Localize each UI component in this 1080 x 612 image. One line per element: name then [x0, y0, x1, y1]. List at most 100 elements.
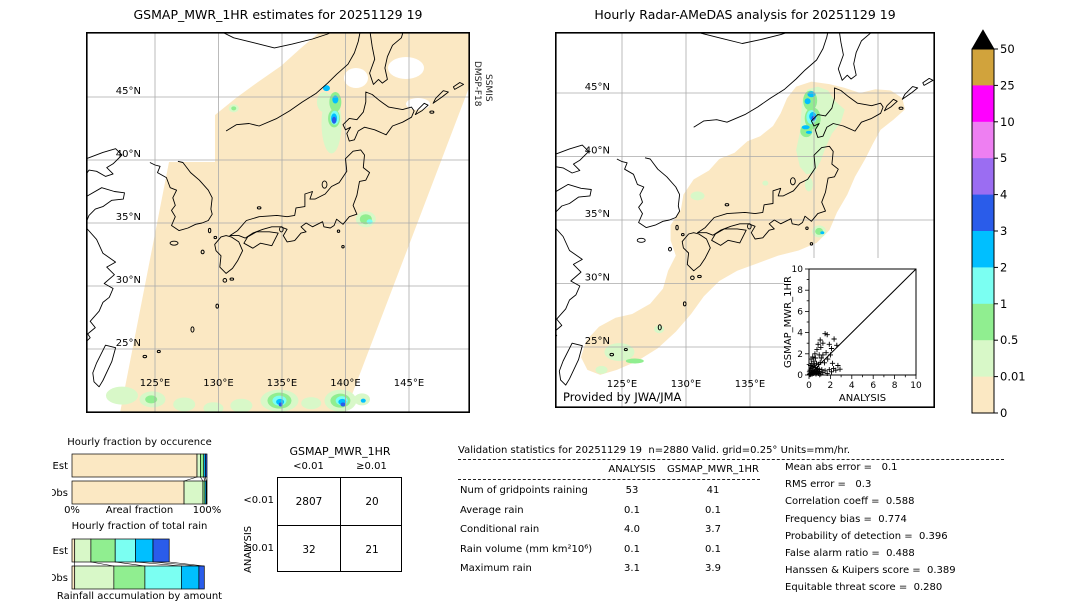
right-map: 00224466881010ANALYSISGSMAP_MWR_1HR45°N4…: [555, 32, 935, 408]
score-line: Mean abs error = 0.1: [785, 462, 898, 473]
x-tick-label: 0%: [64, 505, 80, 516]
graticule-labels: 45°N 40°N 35°N 30°N 25°N 125°E 130°E 135°E: [585, 82, 765, 390]
chart-title: Hourly fraction by occurence: [67, 437, 211, 448]
colorbar-tick-label: 0.01: [1000, 370, 1026, 384]
row-label: Est: [53, 461, 69, 472]
satellite-swath: [120, 32, 470, 413]
row-label: Obs: [52, 573, 68, 584]
scatter-x-tick: 0: [806, 381, 812, 391]
no-data-gaps: [344, 57, 430, 110]
colorbar-tick-label: 0: [1000, 406, 1007, 420]
contingency-col-label: ≥0.01: [356, 461, 387, 472]
score-line: RMS error = 0.3: [785, 479, 872, 491]
stat-gsmap-value: 0.1: [705, 543, 721, 555]
contingency-cell: 2807: [295, 495, 323, 508]
lat-label: 45°N: [585, 82, 610, 93]
lat-label: 35°N: [116, 212, 141, 223]
scatter-y-tick: 8: [797, 286, 803, 296]
contingency-row-label: <0.01: [243, 495, 274, 506]
scatter-y-tick: 10: [792, 265, 804, 275]
colorbar-tick-label: 10: [1000, 115, 1015, 129]
colorbar-tick-label: 50: [1000, 42, 1015, 56]
scatter-y-label: GSMAP_MWR_1HR: [783, 276, 794, 368]
map-frame: [555, 32, 935, 408]
lon-label: 145°E: [394, 378, 424, 389]
score-line: Frequency bias = 0.774: [785, 513, 907, 525]
scatter-x-tick: 4: [849, 381, 855, 391]
fraction-charts: Hourly fraction by occurence Est Obs 0% Area…: [52, 437, 222, 602]
stat-analysis-value: 53: [625, 485, 639, 496]
stat-analysis-value: 0.1: [624, 543, 640, 555]
score-line: Equitable threat score = 0.280: [785, 582, 943, 594]
lat-label: 30°N: [585, 273, 610, 284]
validation-col-header: GSMAP_MWR_1HR: [667, 464, 759, 475]
colorbar-tick-label: 1: [1000, 297, 1007, 311]
contingency-cell: 20: [365, 495, 379, 508]
contingency-cell: 32: [302, 543, 316, 556]
scatter-y-tick: 0: [797, 371, 803, 381]
stat-row-label: Num of gridpoints raining: [460, 485, 588, 496]
divider: [458, 479, 760, 480]
stat-row-label: Rain volume (mm km²10⁶): [460, 543, 593, 555]
scatter-x-tick: 10: [910, 381, 922, 391]
colorbar-tick-label: 0.5: [1000, 333, 1018, 347]
lat-label: 25°N: [116, 338, 141, 349]
radar-coverage: [581, 81, 905, 375]
lon-label: 125°E: [140, 378, 170, 389]
colorbar-tick-label: 4: [1000, 188, 1007, 202]
table-divider: [340, 478, 341, 571]
stat-gsmap-value: 41: [706, 485, 720, 496]
score-line: False alarm ratio = 0.488: [785, 548, 915, 559]
satellite-platform-label: DMSP-F18: [472, 61, 482, 107]
left-map-title: GSMAP_MWR_1HR estimates for 20251129 19: [133, 7, 423, 22]
stat-gsmap-value: 3.9: [705, 563, 721, 574]
lon-label: 130°E: [671, 379, 701, 390]
scatter-inset: 00 2 2 4 4 6 6 8 8 10 10 ANALYSIS GSMAP_MWR_1HR: [783, 258, 935, 408]
coastlines: [86, 32, 465, 388]
lat-label: 40°N: [116, 149, 141, 160]
contingency-col-label: <0.01: [293, 461, 324, 472]
lon-label: 130°E: [203, 378, 233, 389]
rain-cells: [595, 86, 845, 374]
left-map: 45°N 40°N 35°N 30°N 25°N 125°E 130°E 135°E 140°E…: [86, 32, 470, 413]
scatter-x-tick: 2: [828, 381, 834, 391]
scatter-x-tick: 6: [870, 381, 876, 391]
colorbar-tick-label: 5: [1000, 151, 1007, 165]
stat-row-label: Maximum rain: [460, 563, 532, 574]
coastlines: [555, 32, 934, 386]
lon-label: 135°E: [735, 379, 765, 390]
scatter-points: [806, 331, 843, 378]
map-frame: [86, 32, 470, 413]
lon-label: 135°E: [267, 378, 297, 389]
satellite-sensor-label: SSMIS: [483, 74, 493, 102]
stat-row-label: Conditional rain: [460, 524, 540, 535]
stat-gsmap-value: 3.7: [705, 524, 721, 535]
row-label: Obs: [52, 488, 68, 499]
table-divider: [278, 525, 401, 526]
stat-analysis-value: 0.1: [624, 504, 640, 516]
stat-gsmap-value: 0.1: [705, 504, 721, 516]
score-line: Correlation coeff = 0.588: [785, 496, 915, 508]
stat-row-label: Average rain: [460, 504, 524, 516]
contingency-row-label: ≥0.01: [243, 543, 274, 554]
x-axis-label: Areal fraction: [106, 505, 173, 516]
row-label: Est: [53, 546, 69, 557]
score-line: Probability of detection = 0.396: [785, 530, 948, 542]
validation-col-header: ANALYSIS: [608, 464, 656, 475]
divider: [458, 459, 1004, 460]
scatter-y-tick: 4: [797, 329, 803, 339]
lat-label: 25°N: [585, 336, 610, 347]
scatter-x-label: ANALYSIS: [839, 393, 886, 404]
lat-label: 45°N: [116, 86, 141, 97]
scatter-y-tick: 2: [797, 350, 803, 360]
chart-title: Hourly fraction of total rain: [72, 521, 208, 532]
contingency-col-header: GSMAP_MWR_1HR: [289, 445, 391, 458]
stat-analysis-value: 4.0: [624, 524, 640, 535]
contingency-cell: 21: [365, 543, 379, 556]
lon-label: 140°E: [330, 378, 360, 389]
lat-label: 35°N: [585, 209, 610, 220]
validation-title: Validation statistics for 20251129 19 n=…: [458, 445, 851, 456]
lat-label: 40°N: [585, 146, 610, 157]
stat-analysis-value: 3.1: [624, 563, 640, 574]
